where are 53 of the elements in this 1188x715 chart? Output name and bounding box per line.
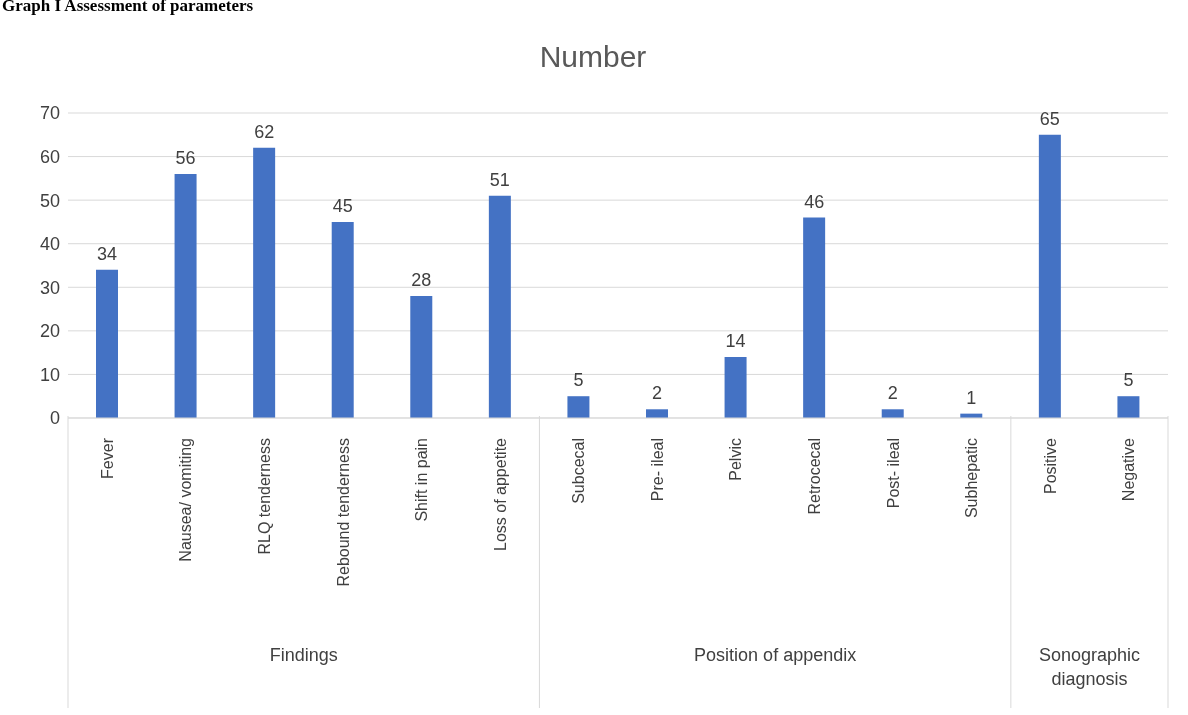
y-tick-label: 70 xyxy=(39,103,60,124)
x-tick-label: Fever xyxy=(98,437,116,479)
bar xyxy=(567,396,590,418)
x-tick-label: Pelvic xyxy=(727,438,745,481)
x-tick-label: RLQ tenderness xyxy=(255,438,273,555)
bar xyxy=(803,217,826,418)
x-tick-label: Post- ileal xyxy=(884,438,902,509)
x-tick-label: Subcecal xyxy=(570,438,588,504)
text: Position of appendix xyxy=(694,645,857,665)
data-label: 51 xyxy=(489,169,510,190)
bar xyxy=(488,195,511,418)
y-tick-label: 60 xyxy=(39,146,60,167)
y-tick-label: 10 xyxy=(39,364,60,385)
text: Sonographic diagnosis xyxy=(1038,645,1140,689)
x-tick-label: Negative xyxy=(1120,437,1138,502)
chart-title: Number xyxy=(538,40,648,74)
x-tick-label: Loss of appetite xyxy=(491,437,509,551)
x-tick-label: Nausea/ vomiting xyxy=(177,438,195,562)
bar xyxy=(881,409,904,418)
x-tick-label: Pre- ileal xyxy=(648,438,666,502)
bar xyxy=(331,221,354,418)
text: Findings xyxy=(269,645,338,665)
x-tick-label: Retrocecal xyxy=(805,438,823,515)
y-tick-label: 0 xyxy=(49,408,60,429)
y-tick-label: 30 xyxy=(39,277,60,298)
bar xyxy=(1117,396,1140,418)
data-label: 65 xyxy=(1039,108,1060,129)
data-label: 14 xyxy=(725,331,746,351)
data-label: 5 xyxy=(1123,370,1134,391)
x-tick-label: Positive xyxy=(1041,437,1059,495)
data-label: 56 xyxy=(175,148,196,168)
bar xyxy=(96,269,118,418)
x-tick-label: Rebound tenderness xyxy=(334,438,352,587)
bar xyxy=(1038,134,1061,418)
bar xyxy=(724,357,747,418)
data-label: 2 xyxy=(887,383,898,404)
x-tick-label: Subhepatic xyxy=(963,438,981,519)
y-tick-label: 40 xyxy=(39,234,60,255)
x-tick-label: Shift in pain xyxy=(413,438,431,522)
bar xyxy=(174,174,197,418)
bar xyxy=(646,409,668,418)
data-label: 28 xyxy=(411,270,432,290)
data-label: 2 xyxy=(651,383,663,404)
y-tick-label: 50 xyxy=(39,190,60,211)
data-label: 34 xyxy=(96,243,118,264)
data-label: 46 xyxy=(804,191,825,212)
data-label: 5 xyxy=(573,370,584,391)
data-label: 1 xyxy=(966,387,977,408)
bar xyxy=(410,296,433,418)
bar xyxy=(253,147,276,418)
data-label: 62 xyxy=(254,121,275,142)
data-label: 45 xyxy=(332,195,353,216)
y-tick-label: 20 xyxy=(39,321,60,342)
